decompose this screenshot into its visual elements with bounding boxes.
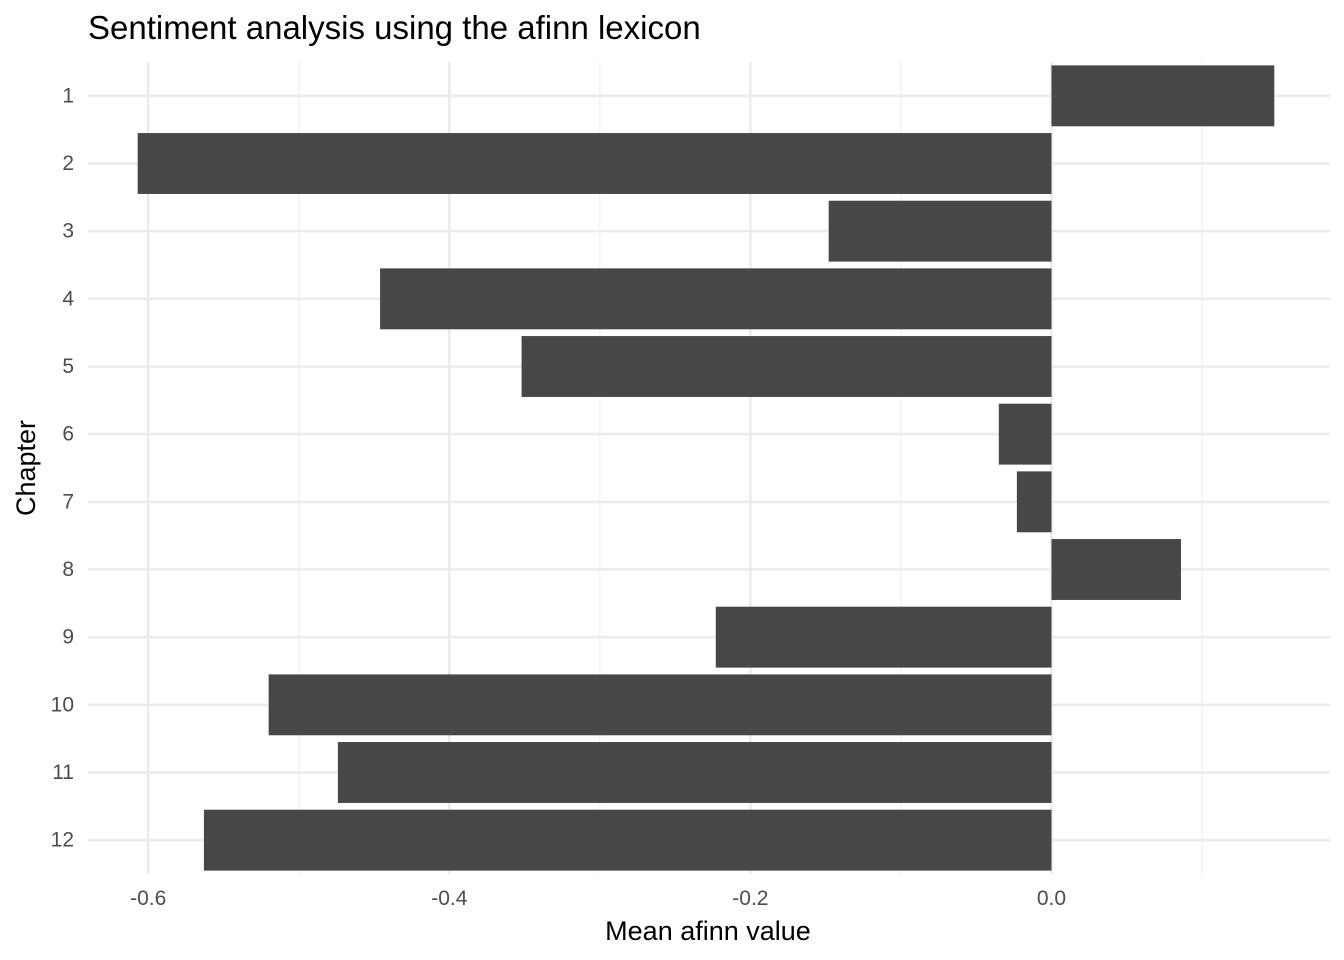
bar-chapter-11 [337, 742, 1052, 803]
bar-chapter-12 [203, 809, 1052, 871]
y-tick-label: 10 [51, 693, 74, 716]
bar-chapter-4 [380, 268, 1052, 330]
x-tick-labels: -0.6 -0.4 -0.2 0.0 [130, 887, 1066, 910]
y-tick-label: 11 [52, 761, 74, 784]
x-tick-label: -0.6 [130, 887, 166, 910]
bars [137, 65, 1275, 871]
bar-chapter-9 [715, 606, 1052, 668]
y-tick-label: 2 [62, 152, 74, 175]
y-tick-label: 9 [62, 626, 74, 649]
y-tick-label: 5 [62, 355, 74, 378]
y-tick-label: 8 [62, 558, 74, 581]
y-tick-label: 3 [62, 220, 74, 243]
chart-title: Sentiment analysis using the afinn lexic… [88, 9, 701, 46]
y-tick-label: 12 [51, 829, 74, 852]
bar-chapter-3 [828, 200, 1052, 262]
bar-chapter-8 [1051, 539, 1181, 600]
x-tick-label: -0.2 [732, 887, 768, 910]
x-tick-label: 0.0 [1037, 887, 1066, 910]
x-axis-label: Mean afinn value [605, 916, 811, 946]
bar-chapter-6 [998, 403, 1052, 465]
y-axis-label: Chapter [11, 420, 41, 516]
bar-chapter-7 [1016, 471, 1052, 533]
bar-chapter-5 [521, 336, 1052, 397]
bar-chapter-10 [268, 674, 1052, 736]
y-tick-label: 1 [62, 84, 74, 107]
x-tick-label: -0.4 [431, 887, 468, 910]
bar-chapter-2 [137, 133, 1052, 194]
bar-chapter-1 [1051, 65, 1275, 127]
y-tick-label: 6 [62, 423, 74, 446]
y-tick-label: 7 [62, 490, 74, 513]
y-tick-label: 4 [62, 287, 74, 310]
